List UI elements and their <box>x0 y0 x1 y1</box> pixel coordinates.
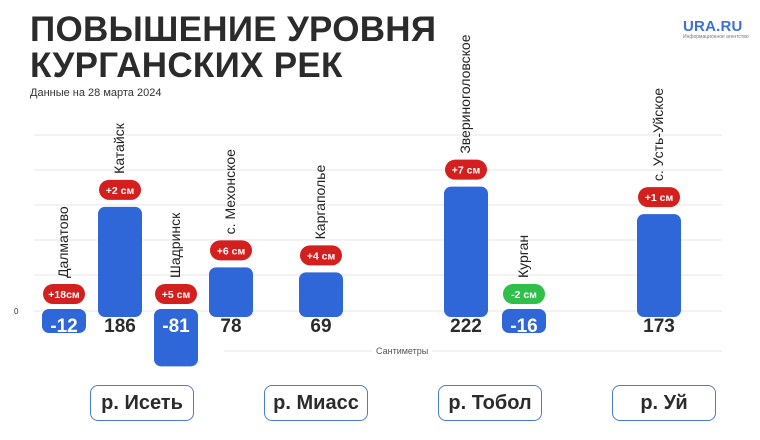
category-label: Звериноголовское <box>457 34 473 153</box>
value-label: 78 <box>220 316 241 337</box>
bar <box>42 309 86 333</box>
river-button-uy[interactable]: р. Уй <box>612 385 716 421</box>
change-badge <box>43 284 85 304</box>
title-line-1: ПОВЫШЕНИЕ УРОВНЯ <box>30 10 437 49</box>
bar <box>637 214 681 317</box>
value-label: 186 <box>104 316 136 337</box>
change-badge <box>638 187 680 208</box>
value-label: 222 <box>450 316 482 337</box>
change-label: +7 см <box>452 165 481 177</box>
river-button-miass[interactable]: р. Миасс <box>264 385 368 421</box>
change-label: +2 см <box>106 185 135 197</box>
title-line-2: КУРГАНСКИХ РЕК <box>30 46 343 85</box>
change-label: +6 см <box>217 245 246 257</box>
change-badge <box>503 284 545 304</box>
change-badge <box>210 240 252 261</box>
bar <box>209 267 253 317</box>
subtitle: Данные на 28 марта 2024 <box>30 87 162 99</box>
category-label: с. Мехонское <box>222 149 238 235</box>
value-label: -81 <box>162 316 190 337</box>
category-label: Катайск <box>111 122 127 173</box>
bar <box>299 272 343 317</box>
category-label: Курган <box>515 235 531 278</box>
logo: URA.RU Информационное агентство <box>683 18 749 40</box>
change-label: +18см <box>48 289 80 301</box>
category-label: с. Усть-Уйское <box>650 88 666 181</box>
category-label: Шадринск <box>167 212 183 278</box>
change-badge <box>445 159 487 180</box>
change-badge <box>300 245 342 266</box>
change-label: +4 см <box>307 250 336 262</box>
category-label: Далматово <box>55 206 71 278</box>
value-label: -16 <box>510 316 537 337</box>
river-button-tobol[interactable]: р. Тобол <box>438 385 542 421</box>
bar <box>98 206 142 317</box>
bar <box>444 186 488 317</box>
page-title: ПОВЫШЕНИЕ УРОВНЯ КУРГАНСКИХ РЕК <box>30 12 436 84</box>
value-label: 173 <box>643 316 675 337</box>
axis-title: Сантиметры <box>372 346 433 356</box>
change-badge <box>99 179 141 200</box>
river-button-iset[interactable]: р. Исеть <box>90 385 194 421</box>
change-badge <box>155 284 197 304</box>
value-label: -12 <box>50 316 77 337</box>
change-label: +5 см <box>162 289 191 301</box>
logo-subtext: Информационное агентство <box>683 34 749 40</box>
bar <box>154 309 198 367</box>
change-label: -2 см <box>511 289 537 301</box>
logo-text: URA.RU <box>683 18 743 35</box>
bar <box>502 309 546 333</box>
zero-tick-label: 0 <box>14 307 19 316</box>
change-label: +1 см <box>645 192 674 204</box>
value-label: 69 <box>310 316 331 337</box>
category-label: Каргаполье <box>312 165 328 240</box>
